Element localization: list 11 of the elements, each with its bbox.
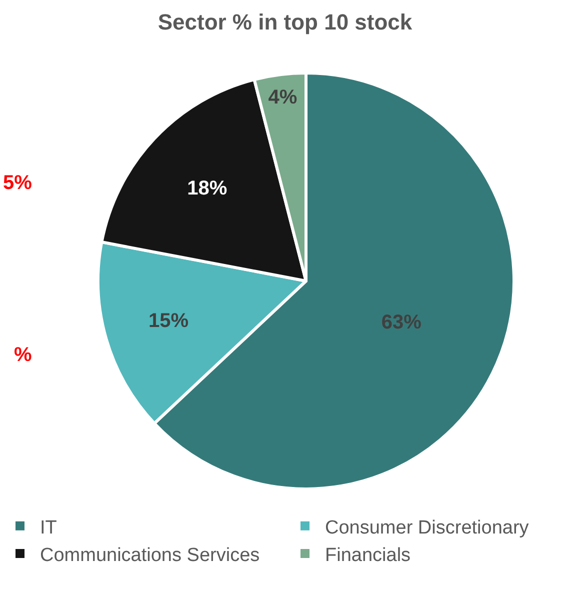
data-label: 63%: [381, 311, 422, 334]
data-label: 4%: [268, 86, 298, 109]
legend-label: IT: [40, 517, 58, 538]
legend-label: Communications Services: [40, 544, 260, 566]
data-label: 18%: [187, 177, 228, 200]
text: 5%: [3, 172, 32, 194]
legend-label: Financials: [325, 544, 411, 566]
data-label: 15%: [148, 310, 189, 332]
legend-label: Consumer Discretionary: [325, 517, 530, 538]
text: %: [14, 344, 32, 366]
chart-title: Sector % in top 10 stock: [158, 10, 413, 35]
